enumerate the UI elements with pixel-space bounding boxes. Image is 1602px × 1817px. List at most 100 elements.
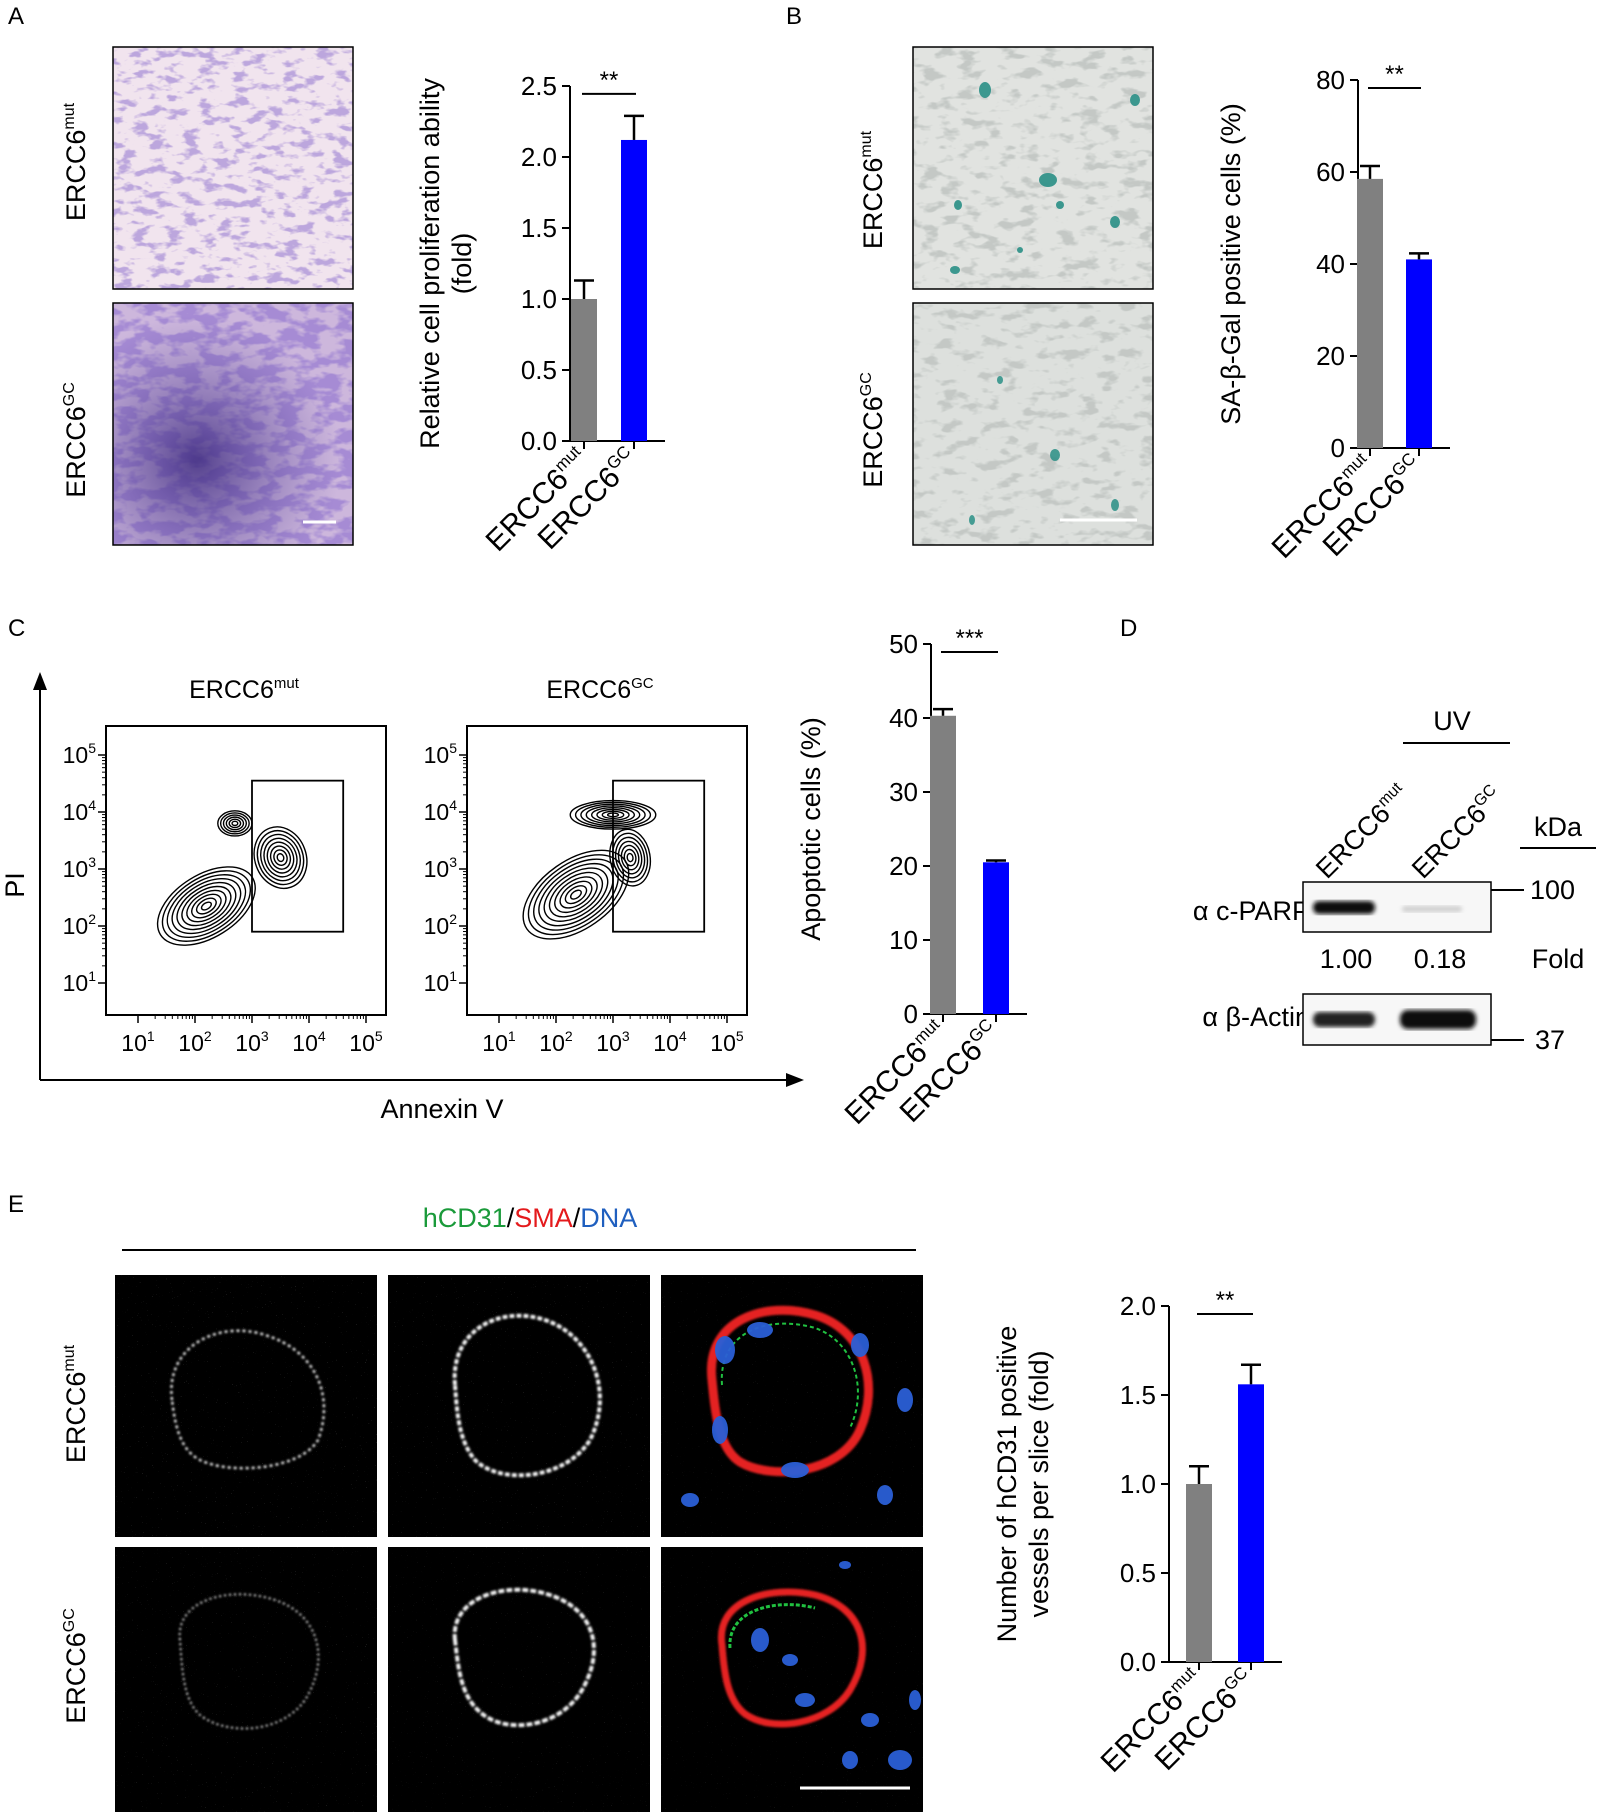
row-label-mut: ERCC6mut (61, 1344, 91, 1463)
contour-line (171, 877, 242, 935)
bar-gc (983, 862, 1009, 1014)
panel-e-immunofluorescence: hCD31/SMA/DNA ERCC6mut ERCC6GC (61, 1203, 923, 1812)
contour-line (195, 897, 217, 915)
contour-line (263, 837, 298, 878)
micrograph-a-mut (112, 46, 354, 290)
flow-title-mut: ERCC6mut (189, 675, 300, 704)
y-tick-label: 2.5 (521, 71, 557, 101)
y-tick-label: 0.0 (1120, 1647, 1156, 1677)
y-tick-label: 103 (424, 854, 458, 882)
y-tick-label: 1.0 (1120, 1469, 1156, 1499)
row-label-gc: ERCC6GC (61, 382, 91, 498)
bar-gc (1238, 1384, 1264, 1662)
contour-line (623, 848, 637, 867)
panel-a-micrographs: ERCC6mut ERCC6GC (61, 46, 354, 546)
y-tick-label: 105 (424, 740, 458, 768)
y-tick-label: 0.5 (1120, 1558, 1156, 1588)
y-tick-label: 0 (904, 999, 918, 1029)
if-image-gc-merge (661, 1547, 923, 1812)
lane-label-mut: ERCC6mut (1310, 779, 1415, 884)
contour-line (554, 876, 598, 914)
kda-label: kDa (1534, 812, 1583, 842)
x-tick-label: 101 (482, 1028, 516, 1056)
y-axis-label: Apoptotic cells (%) (796, 717, 826, 941)
flow-plot-mut: 101 101 102 102 103 103 104 104 105 105 (63, 725, 387, 1056)
contour-line (186, 889, 227, 923)
marker-37: 37 (1535, 1025, 1565, 1055)
bar-chart-hcd31-vessels: 0.0 0.5 1.0 1.5 2.0 Number of hCD31 positivev… (992, 1287, 1282, 1779)
y-tick-label: 1.0 (521, 284, 557, 314)
blot-row-label-parp: α c-PARP (1193, 896, 1310, 926)
lane-label-gc: ERCC6GC (1406, 781, 1509, 884)
y-tick-label: 103 (63, 854, 97, 882)
bar-chart-proliferation: 0.0 0.5 1.0 1.5 2.0 2.5 Relative cell prolifer… (415, 67, 665, 558)
y-tick-label: 0 (1331, 433, 1345, 463)
panel-letter-e: E (8, 1191, 24, 1218)
y-tick-label: 1.5 (521, 213, 557, 243)
contour-line (191, 893, 222, 919)
blot-strip-actin (1302, 993, 1492, 1046)
if-image-gc-hcd31 (115, 1547, 377, 1812)
contour-line (569, 889, 582, 900)
y-axis-label: Relative cell proliferation ability(fold… (415, 78, 477, 449)
y-tick-label: 0.5 (521, 355, 557, 385)
contour-line (559, 880, 593, 909)
if-image-mut-hcd31 (115, 1275, 377, 1537)
x-tick-label: 103 (235, 1028, 269, 1056)
contour-line (219, 812, 250, 835)
contour-line (609, 828, 652, 887)
significance-marker: ** (1385, 61, 1404, 88)
y-tick-label: 2.0 (1120, 1291, 1156, 1321)
row-label-mut: ERCC6mut (61, 102, 91, 221)
stain-label-hcd31: hCD31 (423, 1203, 507, 1233)
x-axis-label: Annexin V (380, 1094, 503, 1124)
annexin-gate (251, 779, 345, 933)
panel-letter-b: B (786, 3, 802, 30)
y-tick-label: 2.0 (521, 142, 557, 172)
contour-line (217, 810, 253, 837)
bar-gc (1406, 259, 1432, 448)
row-label-gc: ERCC6GC (858, 372, 888, 488)
row-label-mut: ERCC6mut (858, 130, 888, 249)
contour-line (620, 844, 640, 871)
micrograph-b-gc (912, 302, 1154, 546)
y-tick-label: 10 (889, 925, 918, 955)
stain-label-dna: DNA (580, 1203, 637, 1233)
significance-marker: ** (1216, 1287, 1235, 1314)
panel-letter-a: A (8, 3, 24, 30)
contour-line (574, 801, 652, 829)
contour-line (222, 814, 247, 833)
contour-line (548, 871, 604, 918)
x-tick-label: 104 (653, 1028, 687, 1056)
y-tick-label: 101 (424, 968, 458, 996)
x-tick-label: 105 (349, 1028, 383, 1056)
stain-legend: hCD31/SMA/DNA (423, 1203, 638, 1233)
panel-c-flow: PI Annexin V ERCC6mut ERCC6GC 1011011021… (0, 672, 804, 1124)
y-tick-label: 105 (63, 740, 97, 768)
fold-value-mut: 1.00 (1320, 944, 1373, 974)
contour-line (569, 799, 657, 830)
y-tick-label: 104 (63, 797, 97, 825)
x-tick-label: 102 (178, 1028, 212, 1056)
significance-marker: *** (955, 625, 983, 652)
y-tick-label: 40 (1316, 249, 1345, 279)
contour-line (256, 830, 305, 886)
bar-mut (930, 715, 956, 1014)
x-arrowhead (786, 1073, 804, 1087)
y-axis-label: SA-β-Gal positive cells (%) (1216, 103, 1246, 425)
contour-line (626, 852, 634, 863)
contour-line (538, 862, 614, 927)
contour-line (161, 870, 252, 942)
bar-mut (1186, 1484, 1212, 1662)
contour-line (260, 833, 301, 882)
contour-line (273, 849, 288, 866)
fold-value-gc: 0.18 (1414, 944, 1467, 974)
contour-line (522, 849, 630, 940)
if-image-gc-sma (388, 1547, 650, 1812)
contour-line (176, 881, 237, 931)
stain-label-sma: SMA (514, 1203, 573, 1233)
treatment-label: UV (1433, 706, 1471, 736)
contour-line (231, 820, 239, 827)
